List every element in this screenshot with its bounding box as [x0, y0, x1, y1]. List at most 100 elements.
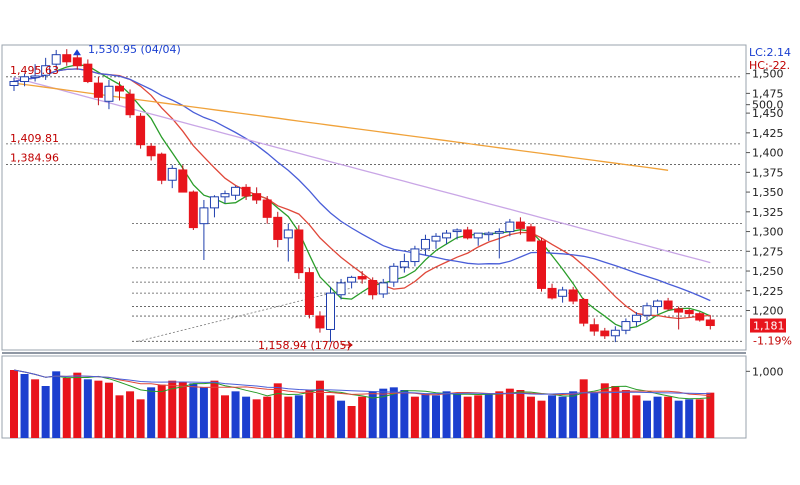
candle-body [220, 193, 230, 198]
price-annotation-label: 1,409.81 [10, 132, 59, 145]
low-marker-label: 1,158.94 (17/05) [258, 339, 351, 352]
candle-body [41, 65, 51, 76]
volume-bar [199, 387, 208, 438]
volume-bar [569, 391, 578, 438]
candle-body [72, 57, 82, 67]
volume-bar [632, 395, 641, 438]
trend-line [137, 288, 351, 342]
candle-body [357, 276, 367, 280]
candle-body [526, 226, 536, 242]
candle-body [167, 167, 177, 181]
price-tick-label: 1,300 [752, 226, 784, 239]
price-tick-label: 1,275 [752, 245, 784, 258]
last-price-label: 1,181 [753, 320, 785, 333]
price-tick-label: 1,225 [752, 285, 784, 298]
candle-body [399, 261, 409, 268]
price-tick-label: 1,425 [752, 127, 784, 140]
volume-bar [484, 394, 493, 438]
candle-body [558, 289, 568, 297]
candle-body [146, 145, 156, 157]
candle-body [610, 329, 620, 337]
volume-bar [210, 380, 219, 438]
volume-bar [558, 396, 567, 438]
candle-body [188, 191, 198, 229]
candle-body [653, 300, 663, 308]
price-tick-label: 1,475 [752, 87, 784, 100]
volume-bar [674, 400, 683, 438]
candle-body [199, 207, 209, 225]
candle-body [410, 248, 420, 263]
volume-bar [189, 383, 198, 438]
candle-body [273, 216, 283, 240]
volume-bar [695, 399, 704, 438]
last-change-label: -1.19% [753, 335, 792, 348]
volume-bar [537, 400, 546, 438]
candle-body [674, 308, 684, 313]
candle-body [241, 186, 251, 197]
volume-average-line [13, 369, 711, 400]
volume-average-line [13, 369, 711, 395]
hc-label: HC:-22. [749, 59, 790, 72]
volume-bar [231, 391, 240, 438]
candle-body [252, 193, 262, 201]
volume-bar [600, 383, 609, 438]
volume-bar [442, 391, 451, 438]
candle-body [51, 54, 61, 65]
candle-body [621, 321, 631, 331]
candle-body [695, 313, 705, 321]
volume-bar [326, 395, 335, 438]
candle-body [431, 235, 441, 242]
volume-bar [653, 396, 662, 438]
candle-body [62, 54, 72, 63]
high-marker-label: 1,530.95 (04/04) [88, 43, 181, 56]
volume-bar [252, 399, 261, 438]
price-tick-label: 1,325 [752, 206, 784, 219]
candle-body [452, 229, 462, 233]
lc-label: LC:2.14 [749, 46, 791, 59]
volume-bars: 1,000 500,0 [10, 99, 784, 438]
candle-body [420, 238, 430, 250]
volume-bar [10, 370, 18, 438]
volume-bar [548, 395, 557, 438]
moving-average-line [13, 82, 669, 171]
volume-bar [178, 382, 187, 438]
volume-bar [379, 388, 388, 438]
grid-layer [6, 76, 742, 342]
volume-bar [315, 380, 324, 438]
candle-body [262, 199, 272, 218]
volume-bar [453, 394, 462, 438]
candle-body [389, 265, 399, 283]
price-annotation-label: 1,384.96 [10, 151, 59, 164]
candle-body [136, 115, 146, 146]
volume-bar [157, 384, 166, 438]
moving-averages [13, 64, 711, 330]
candle-body [326, 292, 335, 330]
candle-body [336, 282, 346, 296]
volume-bar [474, 395, 483, 438]
candle-body [20, 76, 30, 83]
volume-bar [410, 396, 419, 438]
price-pane-border [1, 44, 747, 351]
volume-bar [284, 396, 293, 438]
volume-bar [168, 380, 177, 438]
candle-body [347, 276, 357, 283]
candle-body [209, 196, 219, 209]
volume-bar [421, 394, 430, 438]
candle-body [231, 186, 241, 196]
price-tick-label: 1,375 [752, 166, 784, 179]
volume-bar [432, 395, 440, 438]
candle-body [294, 229, 304, 274]
volume-bar [242, 396, 251, 438]
volume-bar [358, 396, 367, 438]
volume-bar [400, 390, 409, 438]
volume-bar [73, 372, 82, 438]
candle-body [178, 169, 188, 193]
candle-body [547, 287, 557, 299]
volume-bar [368, 391, 377, 438]
volume-bar [115, 395, 124, 438]
volume-bar [94, 380, 103, 438]
price-tick-label: 1,200 [752, 305, 784, 318]
volume-bar [221, 395, 229, 438]
candle-body [283, 229, 293, 239]
